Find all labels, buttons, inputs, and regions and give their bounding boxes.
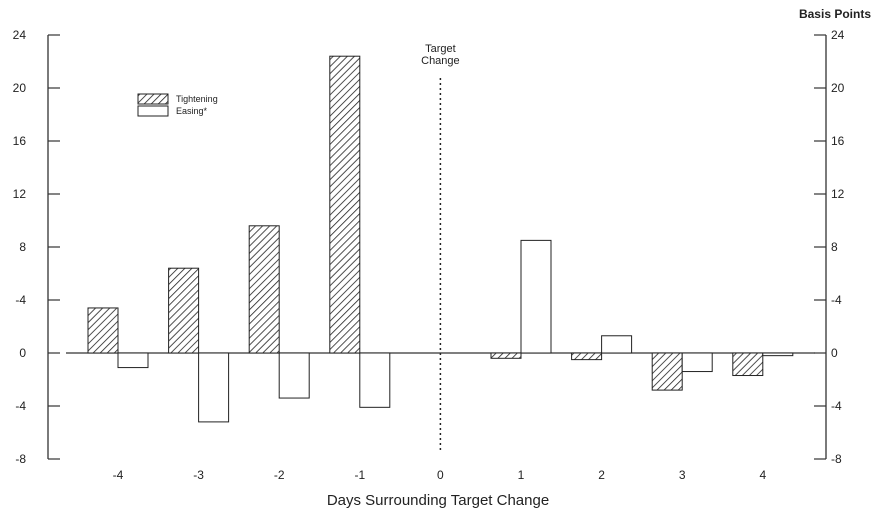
x-tick-label: 1: [518, 468, 525, 482]
target-change-label: Change: [421, 55, 460, 67]
bar-easing-2: [601, 335, 633, 354]
y-tick-label-left: 16: [13, 134, 27, 148]
y-tick-label-left: -4: [15, 293, 26, 307]
y-tick-label-right: 8: [831, 240, 838, 254]
bar-tightening-4: [732, 352, 764, 377]
legend-swatch-tightening: [137, 93, 169, 105]
bar-easing-3: [681, 352, 713, 373]
y-tick-label-right: -4: [831, 399, 842, 413]
x-tick-label: -2: [274, 468, 285, 482]
y-tick-label-right: 20: [831, 81, 845, 95]
x-axis-label: Days Surrounding Target Change: [327, 492, 549, 509]
y-tick-label-right: -4: [831, 293, 842, 307]
bar-tightening-2: [571, 352, 603, 361]
y-tick-label-left: 0: [19, 346, 26, 360]
y-tick-label-left: 12: [13, 187, 27, 201]
legend: Tightening Easing*: [137, 93, 218, 117]
y-tick-label-right: 12: [831, 187, 845, 201]
bar-easing-4: [762, 352, 794, 357]
y-tick-label-left: -8: [15, 452, 26, 466]
x-tick-label: 2: [598, 468, 605, 482]
x-tick-label: 0: [437, 468, 444, 482]
y-tick-label-left: 20: [13, 81, 27, 95]
x-tick-label: 4: [759, 468, 766, 482]
bar-tightening--2: [248, 225, 280, 354]
x-tick-label: -3: [193, 468, 204, 482]
bar-tightening--3: [168, 267, 200, 354]
bar-tightening-1: [490, 352, 522, 359]
x-tick-label: -4: [113, 468, 124, 482]
bar-easing--4: [117, 352, 149, 369]
y-tick-label-right: 0: [831, 346, 838, 360]
y-tick-label-right: 24: [831, 28, 845, 42]
bar-tightening-3: [651, 352, 683, 391]
x-tick-label: 3: [679, 468, 686, 482]
bar-easing-1: [520, 239, 552, 354]
y-tick-label-right: -8: [831, 452, 842, 466]
bar-tightening--1: [329, 55, 361, 354]
units-label: Basis Points: [799, 7, 871, 21]
bar-easing--2: [278, 352, 310, 399]
y-tick-label-left: -4: [15, 399, 26, 413]
x-tick-label: -1: [354, 468, 365, 482]
y-tick-label-left: 24: [13, 28, 27, 42]
y-tick-label-left: 8: [19, 240, 26, 254]
bar-tightening--4: [87, 307, 119, 354]
bars: [87, 55, 794, 423]
legend-swatch-easing: [137, 105, 169, 117]
y-tick-label-right: 16: [831, 134, 845, 148]
legend-label-tightening: Tightening: [176, 94, 218, 104]
legend-label-easing: Easing*: [176, 106, 208, 116]
bar-easing--1: [359, 352, 391, 408]
target-change-label: Target: [425, 43, 456, 55]
bar-easing--3: [198, 352, 230, 423]
